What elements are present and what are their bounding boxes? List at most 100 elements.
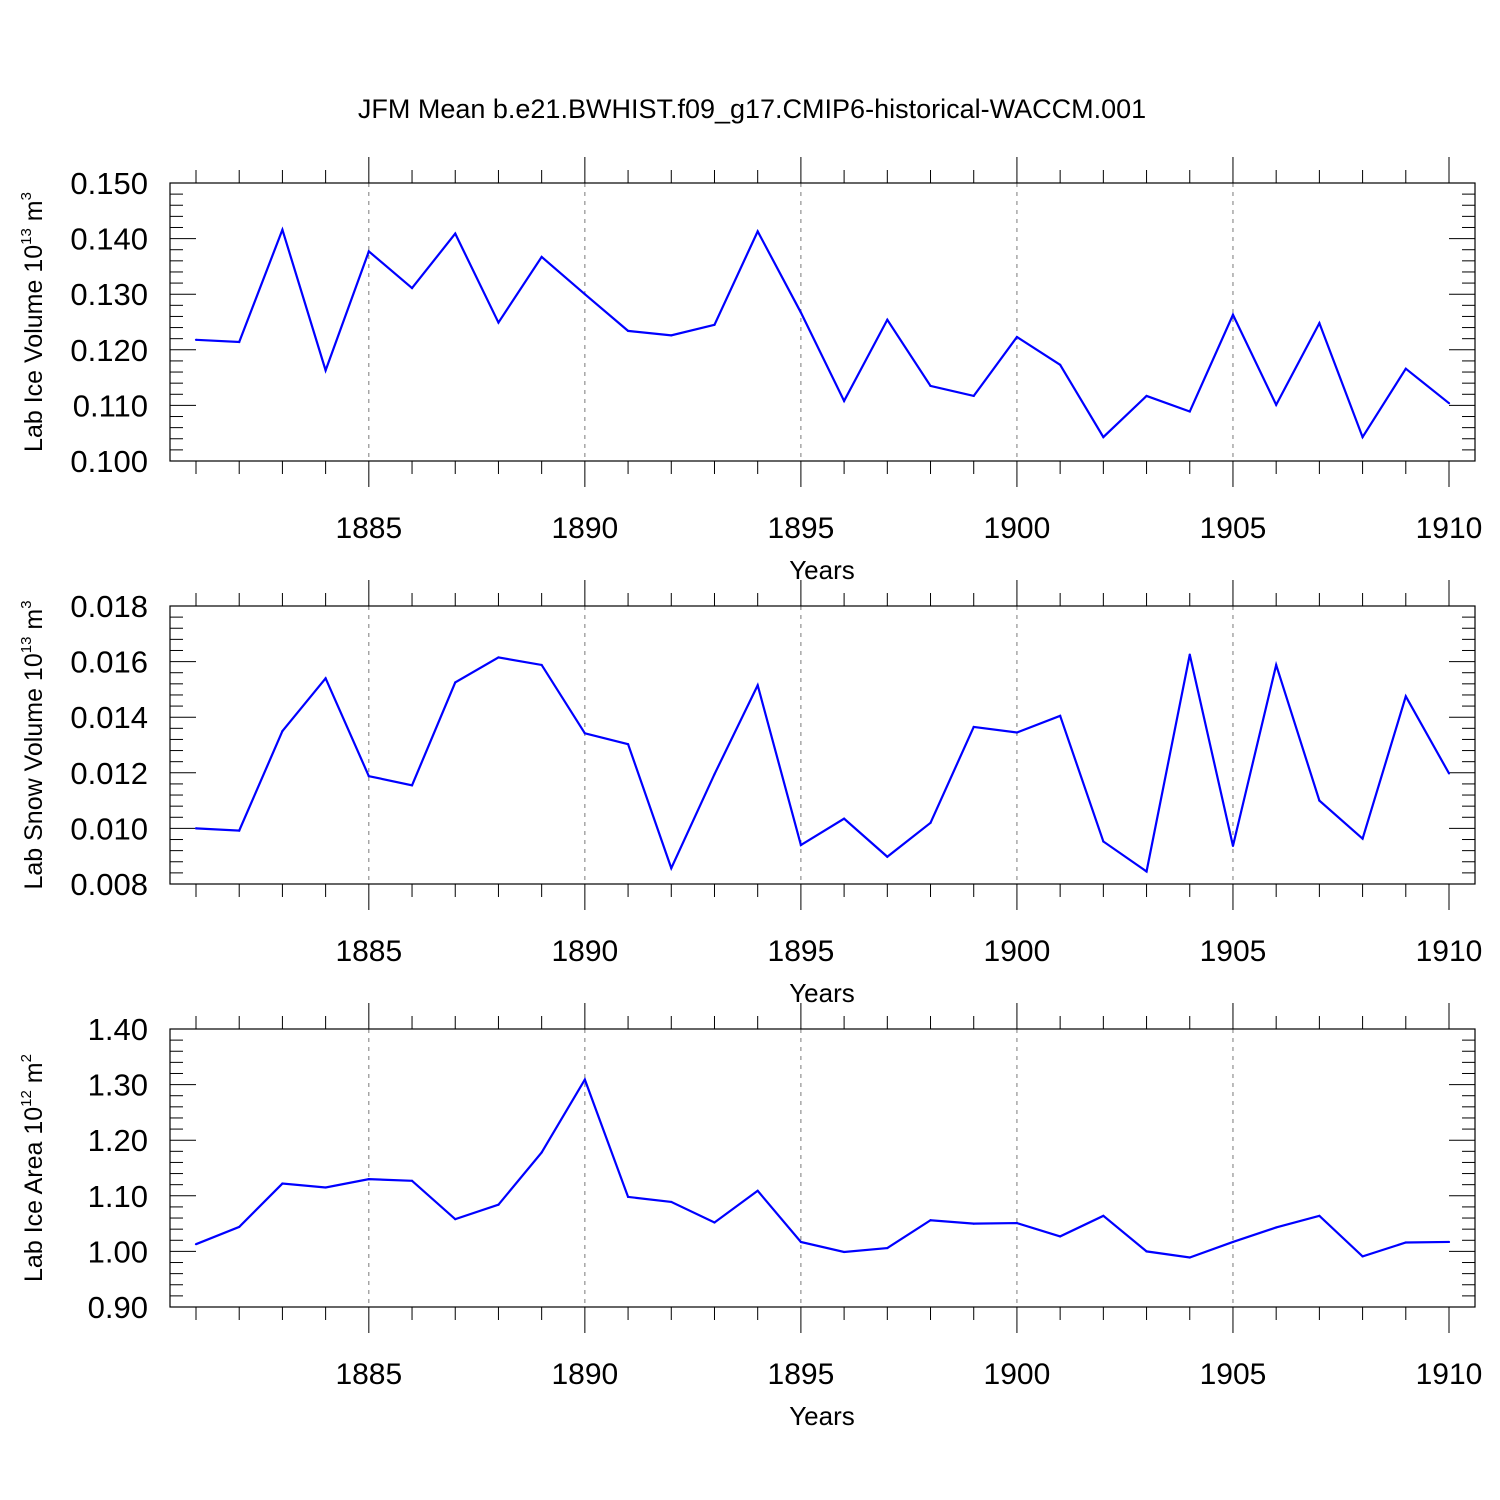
ice-volume-series-line: [195, 226, 1450, 440]
ice-volume-point-1885: [367, 250, 370, 253]
ice-volume-point-1890: [583, 293, 586, 296]
ice-area-axes-frame: [169, 1028, 1476, 1308]
snow-volume-xtick-label: 1895: [768, 935, 835, 968]
snow-volume-point-1904: [1188, 653, 1191, 656]
ice-area-point-1888: [497, 1203, 500, 1206]
snow-volume-point-1900: [1015, 731, 1019, 734]
ice-area-xtick-label: 1905: [1200, 1358, 1267, 1391]
snow-volume-point-1899: [972, 725, 975, 729]
snow-volume-point-1889: [540, 663, 543, 667]
snow-volume-series-line: [195, 654, 1450, 874]
snow-volume-point-1887: [454, 681, 457, 684]
snow-volume-ytick-label: 0.016: [70, 645, 148, 680]
snow-volume-point-1886: [410, 784, 414, 787]
ice-volume-point-1903: [1145, 394, 1148, 398]
ice-area-point-1893: [713, 1221, 716, 1224]
ice-area-point-1884: [324, 1186, 327, 1189]
ice-volume-point-1907: [1318, 322, 1321, 325]
ice-volume-ytick-label: 0.120: [70, 333, 148, 368]
ice-area-point-1900: [1015, 1221, 1019, 1225]
snow-volume-axes-frame: [169, 605, 1476, 885]
ice-volume-point-1894: [756, 230, 759, 233]
snow-volume-point-1903: [1145, 870, 1148, 873]
snow-volume-point-1884: [324, 677, 327, 680]
ice-volume-point-1908: [1361, 435, 1364, 439]
snow-volume-point-1898: [929, 821, 932, 824]
ice-area-point-1892: [670, 1200, 673, 1204]
ice-volume-point-1889: [540, 255, 543, 259]
ice-area-point-1901: [1059, 1235, 1062, 1238]
ice-volume-point-1888: [497, 321, 500, 324]
snow-volume-xtick-label: 1905: [1200, 935, 1267, 968]
ice-area-ylabel: Lab Ice Area 1012 m2: [18, 1054, 48, 1282]
ice-area-series-line: [195, 1077, 1450, 1259]
snow-volume-point-1906: [1275, 663, 1278, 667]
ice-volume-point-1893: [713, 323, 716, 326]
ice-area-point-1902: [1102, 1214, 1105, 1217]
ice-area-point-1891: [626, 1195, 630, 1199]
snow-volume-point-1897: [886, 855, 889, 858]
snow-volume-point-1888: [497, 656, 500, 659]
ice-volume-point-1891: [626, 329, 630, 332]
ice-volume-point-1901: [1059, 363, 1062, 366]
ice-area-point-1883: [281, 1182, 284, 1185]
ice-volume-point-1898: [929, 384, 932, 388]
panel-lab-ice-area: 0.90 1.00 1.10 1.20 1.30 1.40 1885 1890 1895 1900…: [18, 1003, 1482, 1431]
ice-area-xtick-label: 1900: [984, 1358, 1051, 1391]
snow-volume-ytick-label: 0.018: [70, 589, 148, 624]
snow-volume-xtick-label: 1900: [984, 935, 1051, 968]
ice-area-point-1896: [843, 1250, 846, 1254]
snow-volume-point-1895: [799, 843, 802, 847]
ice-area-ytick-label: 0.90: [88, 1290, 148, 1325]
ice-area-point-1895: [799, 1240, 802, 1244]
ice-area-point-1887: [454, 1218, 457, 1221]
snow-volume-point-1882: [238, 829, 241, 832]
ice-volume-point-1906: [1275, 403, 1278, 406]
ice-volume-point-1899: [972, 394, 975, 398]
ice-area-point-1904: [1188, 1256, 1191, 1259]
ice-area-point-1890: [583, 1078, 586, 1081]
snow-volume-ytick-label: 0.012: [70, 756, 148, 791]
snow-volume-point-1908: [1361, 837, 1364, 840]
ice-area-point-1899: [972, 1222, 975, 1225]
ice-volume-ytick-label: 0.150: [70, 166, 148, 201]
ice-volume-point-1883: [281, 228, 284, 231]
ice-volume-xtick-label: 1895: [768, 512, 835, 545]
snow-volume-point-1901: [1059, 714, 1062, 717]
ice-area-ytick-label: 1.00: [88, 1234, 148, 1269]
ice-area-point-1908: [1361, 1255, 1364, 1258]
ice-volume-ytick-label: 0.140: [70, 222, 148, 257]
ice-area-ytick-label: 1.40: [88, 1012, 148, 1047]
panel-lab-snow-volume: 0.008 0.010 0.012 0.014 0.016 0.018 1885 1890 18…: [18, 580, 1482, 1008]
snow-volume-ytick-label: 0.010: [70, 811, 148, 846]
ice-area-xtick-label: 1890: [551, 1358, 618, 1391]
snow-volume-point-1896: [843, 817, 846, 820]
snow-volume-point-1892: [670, 867, 673, 870]
snow-volume-point-1890: [583, 732, 586, 735]
snow-volume-point-1907: [1318, 799, 1321, 802]
ice-volume-xtick-label: 1900: [984, 512, 1051, 545]
snow-volume-xtick-label: 1890: [551, 935, 618, 968]
snow-volume-point-1909: [1404, 695, 1407, 698]
ice-volume-xtick-label: 1910: [1416, 512, 1483, 545]
ice-area-point-1905: [1231, 1240, 1235, 1244]
ice-area-xlabel: Years: [789, 1401, 855, 1431]
ice-area-point-1909: [1404, 1241, 1407, 1244]
snow-volume-point-1893: [713, 773, 716, 776]
ice-volume-point-1897: [886, 318, 889, 321]
ice-area-point-1907: [1318, 1214, 1321, 1217]
snow-volume-ytick-label: 0.008: [70, 867, 148, 902]
ice-volume-point-1881: [194, 338, 198, 341]
ice-area-point-1886: [410, 1179, 414, 1182]
snow-volume-ylabel: Lab Snow Volume 1013 m3: [18, 600, 48, 889]
ice-volume-point-1904: [1188, 410, 1191, 413]
snow-volume-xtick-label: 1885: [335, 935, 402, 968]
ice-volume-point-1887: [454, 232, 457, 235]
ice-area-point-1897: [886, 1246, 889, 1250]
ice-volume-point-1886: [410, 286, 414, 290]
ice-area-xtick-label: 1910: [1416, 1358, 1483, 1391]
snow-volume-xlabel: Years: [789, 978, 855, 1008]
ice-volume-xlabel: Years: [789, 555, 855, 585]
